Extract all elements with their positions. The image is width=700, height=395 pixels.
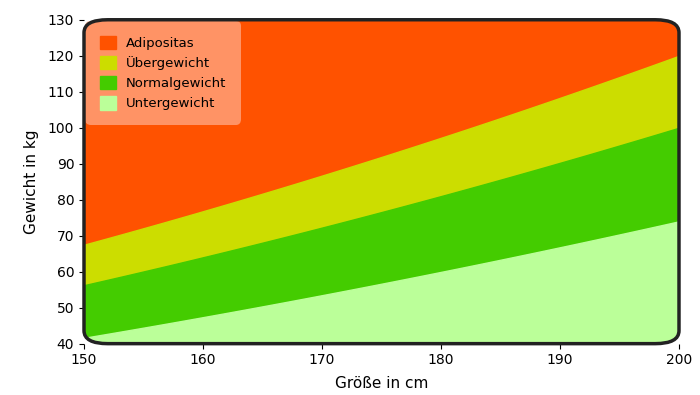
X-axis label: Größe in cm: Größe in cm — [335, 376, 428, 391]
Legend: Adipositas, Übergewicht, Normalgewicht, Untergewicht: Adipositas, Übergewicht, Normalgewicht, … — [90, 26, 236, 120]
Y-axis label: Gewicht in kg: Gewicht in kg — [25, 130, 39, 234]
